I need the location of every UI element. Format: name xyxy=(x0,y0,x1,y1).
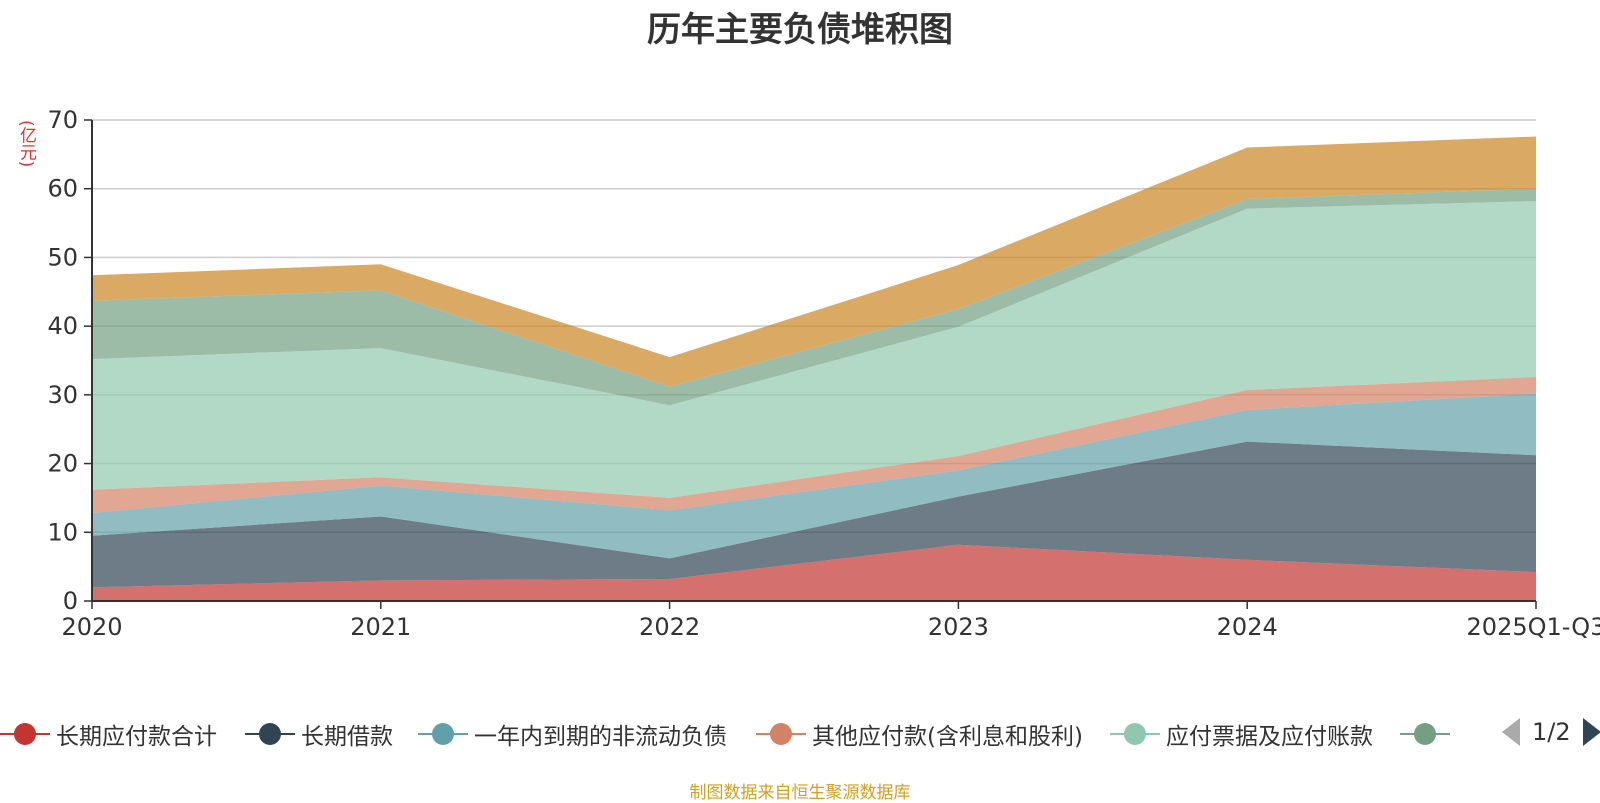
y-tick-label: 10 xyxy=(47,518,78,546)
area-series-3[interactable] xyxy=(92,377,1536,513)
next-page-icon[interactable] xyxy=(1581,716,1600,748)
y-tick-label: 50 xyxy=(47,243,78,271)
axes: 0 10 20 30 40 50 60 70 2020 2021 2022 2023 2024 2025Q… xyxy=(47,106,1600,641)
x-tick-label: 2025Q1-Q3 xyxy=(1467,613,1600,641)
area-series-4[interactable] xyxy=(92,201,1536,498)
y-axis-unit-label: (亿元) xyxy=(16,120,36,168)
chart-title: 历年主要负债堆积图 xyxy=(647,10,953,50)
y-tick-label: 30 xyxy=(47,381,78,409)
legend-label: 长期应付款合计 xyxy=(56,724,217,750)
legend-label: 一年内到期的非流动负债 xyxy=(474,724,727,750)
legend-marker-icon xyxy=(1110,723,1160,745)
area-series-0[interactable] xyxy=(92,544,1536,601)
legend-item-current-noncurrent-liabilities[interactable]: 一年内到期的非流动负债 xyxy=(418,714,727,754)
data-source-note: 制图数据来自恒生聚源数据库 xyxy=(689,783,911,803)
y-tick-label: 20 xyxy=(47,450,78,478)
legend-label: 应付票据及应付账款 xyxy=(1166,724,1373,750)
stacked-area-chart: 0 10 20 30 40 50 60 70 2020 2021 2022 2023 2024 2025Q… xyxy=(47,106,1600,641)
y-tick-label: 40 xyxy=(47,312,78,340)
legend-marker-icon xyxy=(418,723,468,745)
legend-item-long-term-payables[interactable]: 长期应付款合计 xyxy=(0,714,217,754)
legend-item-other-payables[interactable]: 其他应付款(含利息和股利) xyxy=(756,714,1083,754)
area-series-6[interactable] xyxy=(92,136,1536,387)
area-series xyxy=(92,136,1536,601)
legend-marker-icon xyxy=(1400,723,1450,745)
legend-marker-icon xyxy=(756,723,806,745)
prev-page-icon[interactable] xyxy=(1500,716,1522,748)
x-tick-label: 2020 xyxy=(61,613,122,641)
legend-label: 其他应付款(含利息和股利) xyxy=(812,724,1083,750)
legend-marker-icon xyxy=(0,723,50,745)
y-tick-label: 70 xyxy=(47,106,78,134)
y-tick-label: 60 xyxy=(47,175,78,203)
area-series-5[interactable] xyxy=(92,188,1536,406)
x-tick-label: 2021 xyxy=(350,613,411,641)
legend-page-indicator: 1/2 xyxy=(1532,718,1571,746)
x-tick-label: 2023 xyxy=(928,613,989,641)
x-tick-label: 2024 xyxy=(1217,613,1278,641)
legend: 长期应付款合计 长期借款 一年内到期的非流动负债 其他应付款(含利息和股利) 应… xyxy=(0,714,1600,754)
legend-item-truncated[interactable] xyxy=(1400,714,1456,754)
area-series-2[interactable] xyxy=(92,393,1536,559)
area-series-1[interactable] xyxy=(92,441,1536,588)
legend-label: 长期借款 xyxy=(301,724,393,750)
legend-item-long-term-loans[interactable]: 长期借款 xyxy=(245,714,393,754)
y-tick-label: 0 xyxy=(63,587,78,615)
legend-item-notes-accounts-payable[interactable]: 应付票据及应付账款 xyxy=(1110,714,1373,754)
x-tick-label: 2022 xyxy=(639,613,700,641)
legend-marker-icon xyxy=(245,723,295,745)
legend-pager: 1/2 xyxy=(1500,716,1600,748)
